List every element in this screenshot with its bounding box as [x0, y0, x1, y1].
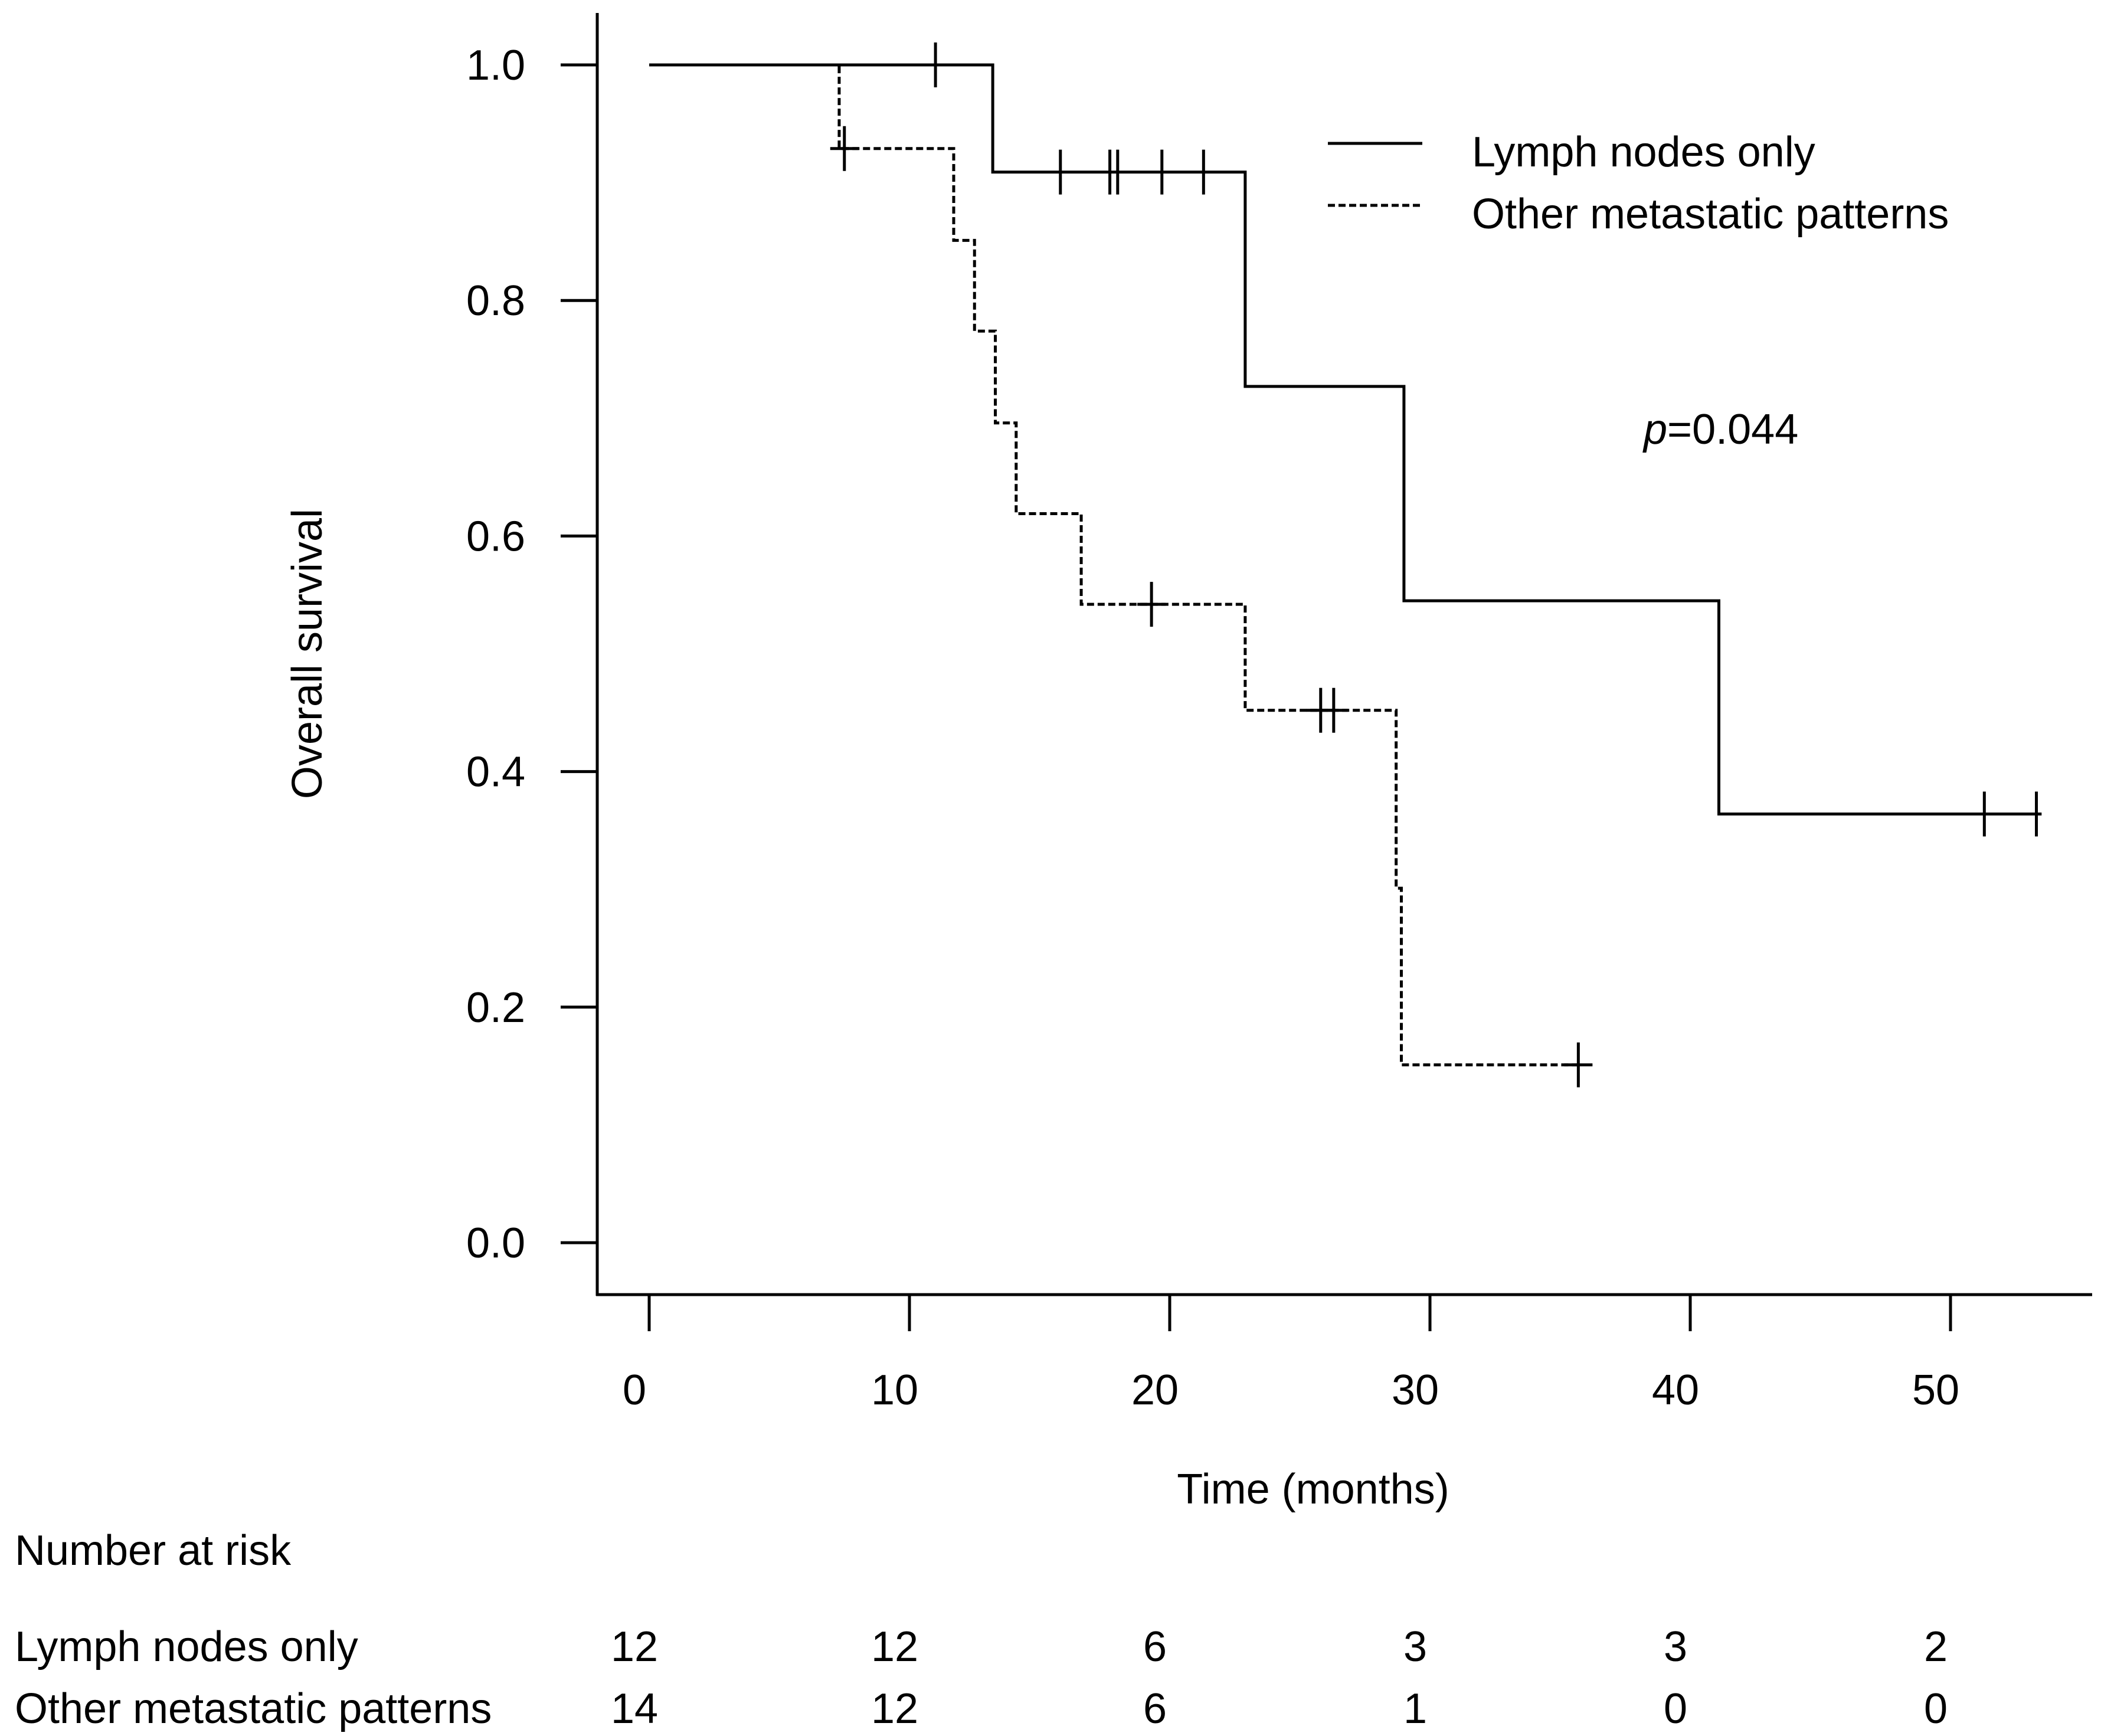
survival-curves	[649, 63, 2042, 1067]
risk-value-other-patterns: 0	[1664, 1685, 1687, 1732]
x-tick-label: 20	[1131, 1367, 1179, 1414]
y-axis-ticks: 0.0 0.2 0.4 0.6 0.8 1.0	[466, 42, 597, 1267]
legend-label-lymph-nodes: Lymph nodes only	[1472, 129, 1815, 176]
risk-value-lymph-nodes: 12	[871, 1623, 918, 1671]
risk-value-other-patterns: 6	[1143, 1685, 1167, 1732]
p-value-symbol: p	[1642, 406, 1667, 453]
risk-value-lymph-nodes: 6	[1143, 1623, 1167, 1671]
x-tick-label: 30	[1392, 1367, 1439, 1414]
curve-other-metastatic-patterns	[649, 63, 1579, 1067]
risk-row-label-lymph-nodes: Lymph nodes only	[15, 1623, 358, 1671]
legend: Lymph nodes only Other metastatic patter…	[1328, 129, 1949, 238]
legend-label-other-patterns: Other metastatic patterns	[1472, 191, 1949, 238]
y-tick-label: 0.2	[466, 984, 525, 1031]
risk-value-lymph-nodes: 12	[611, 1623, 658, 1671]
risk-table-values: 12 12 6 3 3 2 14 12 6 1 0 0	[611, 1623, 1948, 1732]
risk-value-lymph-nodes: 2	[1924, 1623, 1948, 1671]
risk-value-other-patterns: 1	[1403, 1685, 1427, 1732]
y-tick-label: 0.8	[466, 277, 525, 325]
risk-value-lymph-nodes: 3	[1664, 1623, 1687, 1671]
y-tick-label: 0.6	[466, 513, 525, 560]
curve-lymph-nodes-only	[649, 63, 2042, 815]
x-tick-label: 40	[1652, 1367, 1699, 1414]
censor-marks	[830, 42, 2038, 1088]
x-axis-ticks: 0 10 20 30 40 50	[623, 1295, 1959, 1414]
risk-value-other-patterns: 0	[1924, 1685, 1948, 1732]
x-axis-title: Time (months)	[1177, 1466, 1449, 1513]
y-tick-label: 0.4	[466, 749, 525, 796]
x-tick-label: 50	[1912, 1367, 1959, 1414]
p-value-annotation: p=0.044	[1642, 406, 1798, 453]
y-axis-title: Overall survival	[284, 509, 331, 799]
risk-value-lymph-nodes: 3	[1403, 1623, 1427, 1671]
x-tick-label: 10	[871, 1367, 918, 1414]
p-value-number: =0.044	[1667, 406, 1798, 453]
y-tick-label: 0.0	[466, 1220, 525, 1267]
y-tick-label: 1.0	[466, 42, 525, 89]
risk-row-label-other-patterns: Other metastatic patterns	[15, 1685, 492, 1732]
risk-table: Number at risk Lymph nodes only Other me…	[15, 1527, 1948, 1732]
x-tick-label: 0	[623, 1367, 646, 1414]
risk-value-other-patterns: 12	[871, 1685, 918, 1732]
risk-value-other-patterns: 14	[611, 1685, 658, 1732]
risk-table-title: Number at risk	[15, 1527, 292, 1574]
